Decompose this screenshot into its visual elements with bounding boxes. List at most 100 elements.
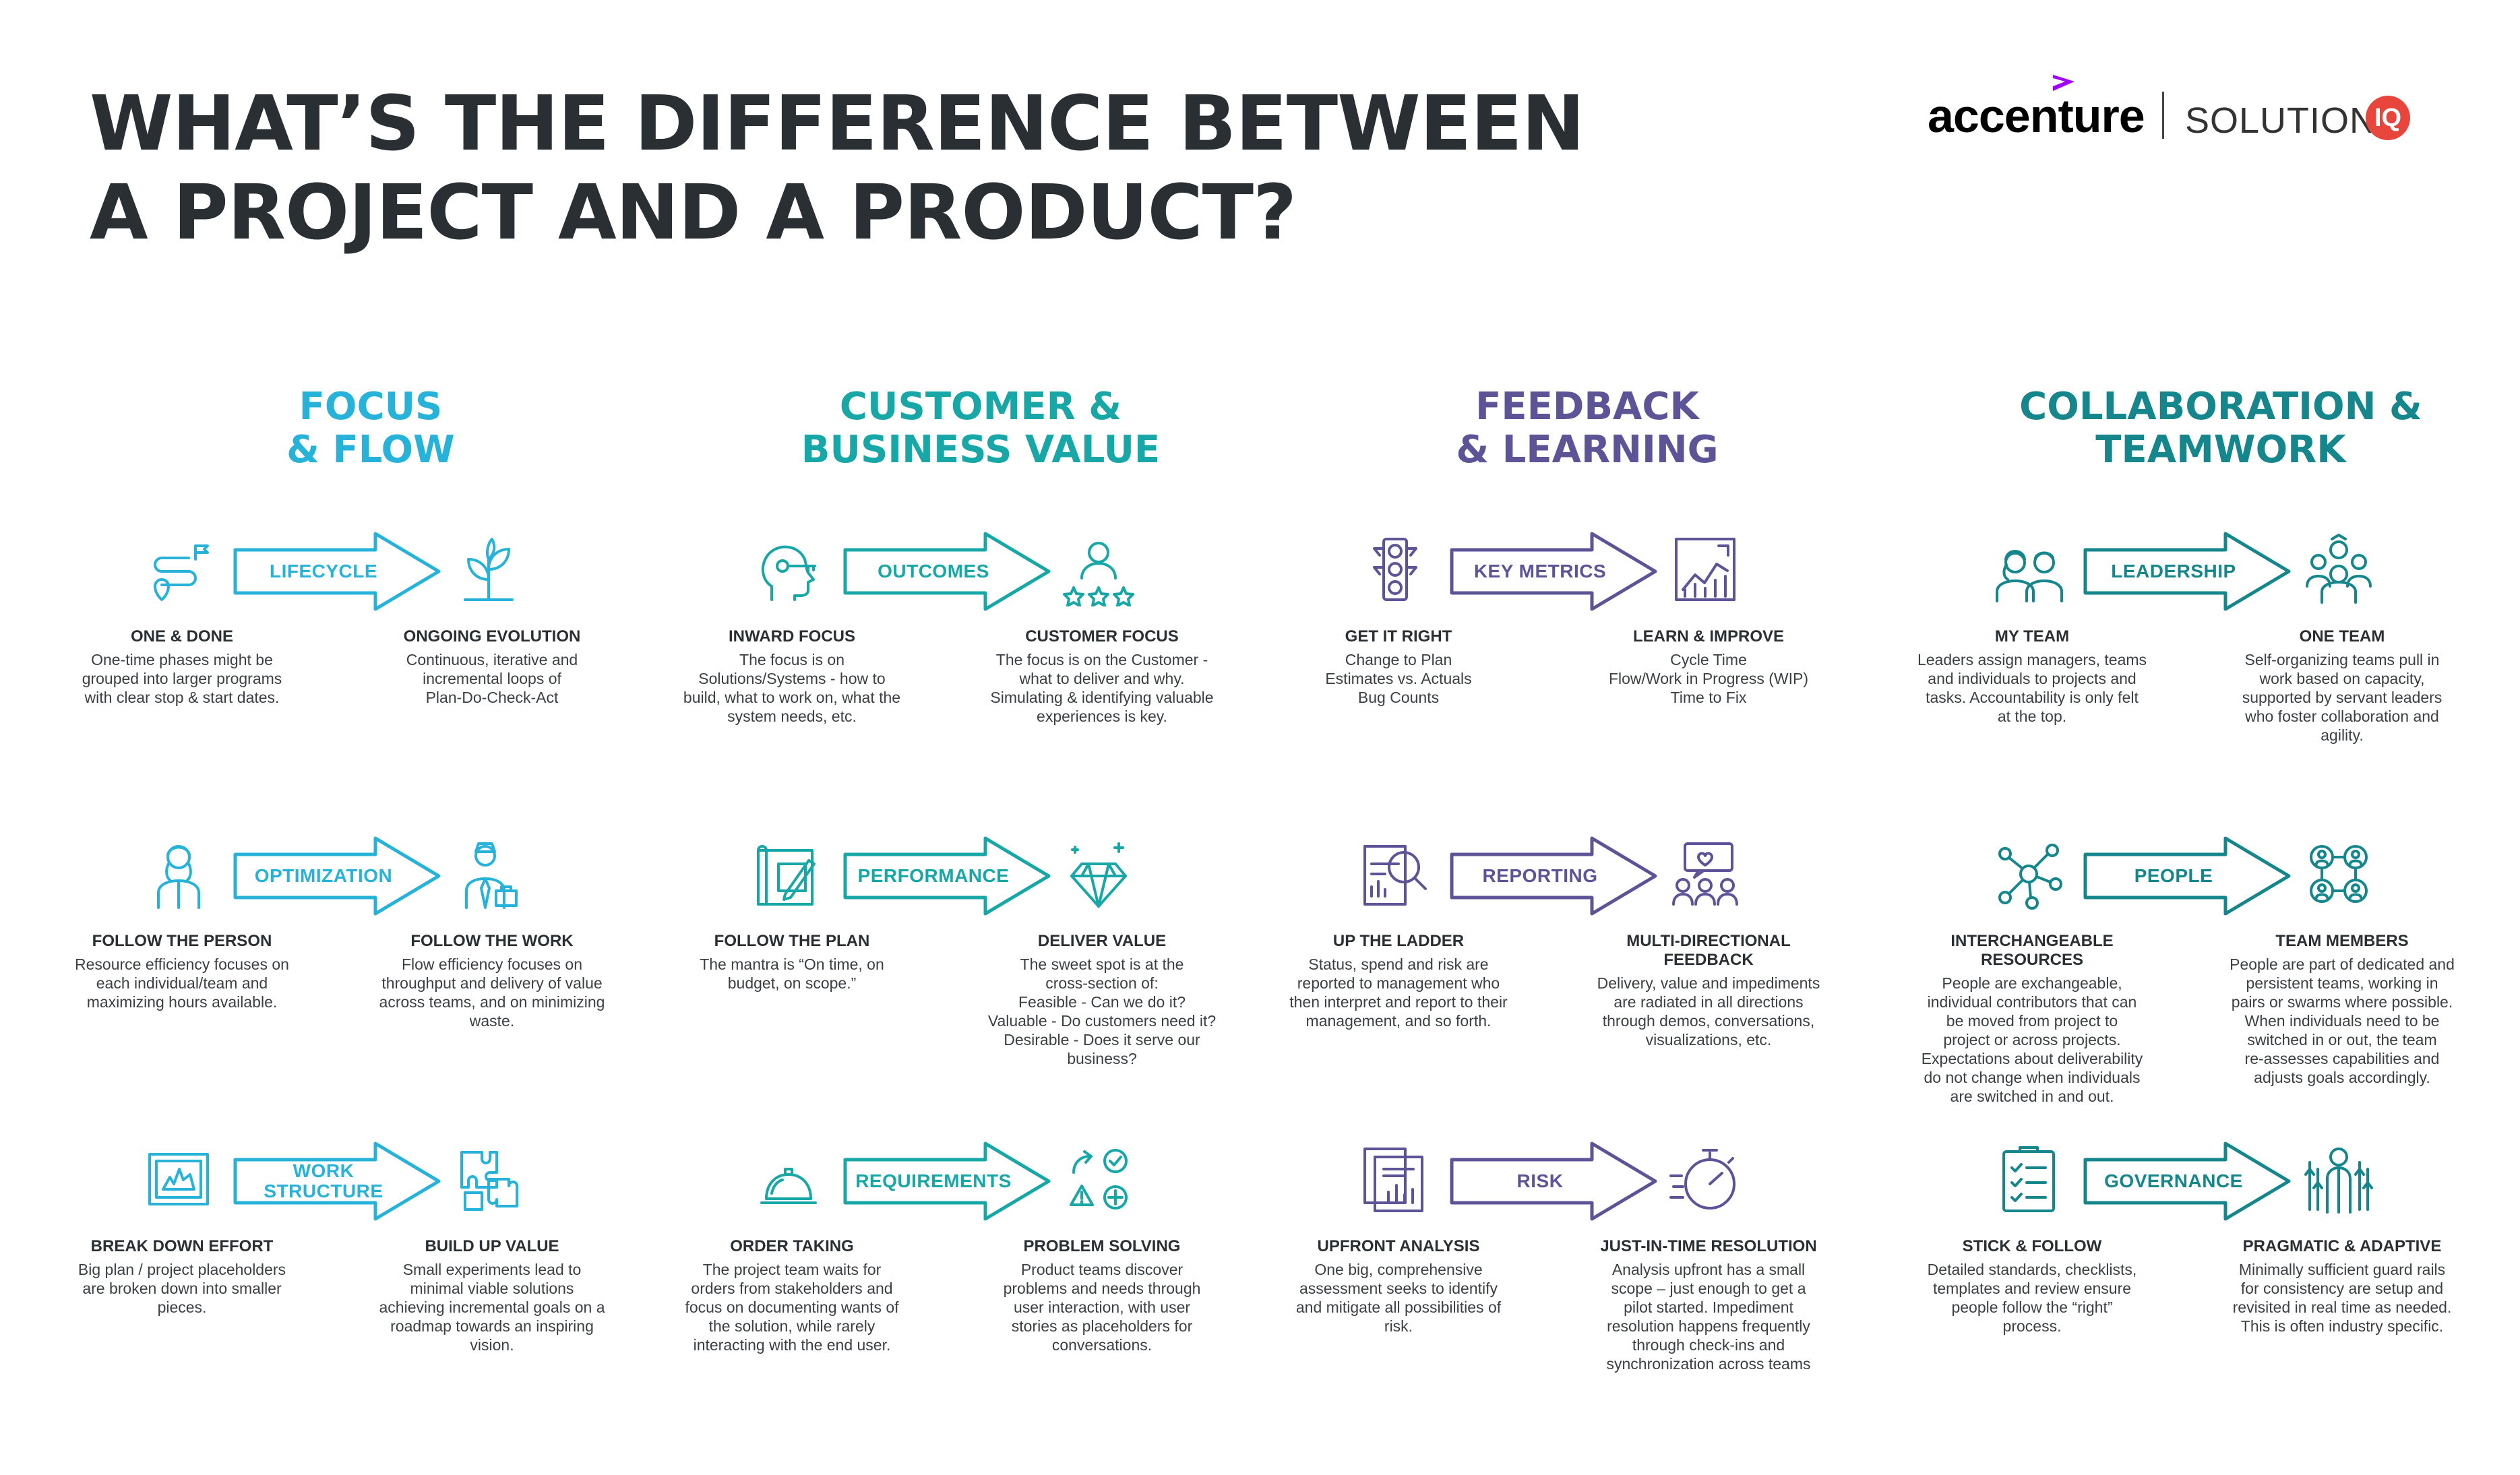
blueprint-icon (751, 837, 826, 911)
right-description-text: Continuous, iterative and incremental lo… (406, 651, 578, 706)
iq-badge: IQ (2366, 96, 2410, 140)
right-description-title: CUSTOMER FOCUS (1025, 627, 1179, 646)
arrow-work-structure: WORK STRUCTURE (233, 1141, 441, 1222)
column-heading-feedback-learning: FEEDBACK & LEARNING (1318, 385, 1857, 472)
column-heading-line-1: FOCUS (299, 385, 443, 429)
arrow-label: WORK STRUCTURE (264, 1160, 383, 1201)
arrow-label: KEY METRICS (1473, 561, 1607, 582)
title-line-1: WHAT’S THE DIFFERENCE BETWEEN (90, 80, 1585, 168)
left-description-text: The focus is on Solutions/Systems - how … (683, 651, 901, 725)
right-description: TEAM MEMBERS People are part of dedicated… (2201, 932, 2484, 1087)
right-description-title: FOLLOW THE WORK (410, 932, 574, 950)
column-heading-line-2: & LEARNING (1456, 428, 1719, 472)
left-description: ORDER TAKING The project team waits for o… (650, 1237, 933, 1354)
column-heading-line-2: BUSINESS VALUE (801, 428, 1161, 472)
customer-rating-icon (1062, 532, 1136, 607)
column-heading-line-1: CUSTOMER & (839, 385, 1122, 429)
right-description: PROBLEM SOLVING Product teams discover pr… (960, 1237, 1243, 1354)
arrow-lifecycle: LIFECYCLE (233, 531, 441, 612)
right-description-text: Self-organizing teams pull in work based… (2242, 651, 2442, 744)
left-description-title: UP THE LADDER (1332, 932, 1465, 950)
right-description-title: PRAGMATIC & ADAPTIVE (2242, 1237, 2442, 1255)
arrow-performance: PERFORMANCE (842, 836, 1051, 916)
left-description: UP THE LADDER Status, spend and risk are … (1257, 932, 1540, 1030)
right-description-text: Analysis upfront has a small scope – jus… (1606, 1261, 1811, 1373)
growth-chart-icon (1668, 532, 1742, 606)
adaptive-person-icon (2302, 1142, 2376, 1216)
stopwatch-icon (1668, 1142, 1742, 1216)
left-description-title: GET IT RIGHT (1345, 627, 1452, 646)
right-description-title: JUST-IN-TIME RESOLUTION (1600, 1237, 1817, 1255)
right-description: BUILD UP VALUE Small experiments lead to … (350, 1237, 634, 1354)
puzzle-icon (452, 1142, 526, 1216)
team-group-icon (2302, 532, 2376, 606)
left-description: STICK & FOLLOW Detailed standards, checkl… (1891, 1237, 2174, 1336)
left-description: INWARD FOCUS The focus is on Solutions/Sy… (650, 627, 933, 726)
left-description-text: Detailed standards, checklists, template… (1927, 1261, 2137, 1335)
left-description-text: One-time phases might be grouped into la… (82, 651, 282, 706)
arrow-label: GOVERNANCE (2104, 1170, 2243, 1191)
right-description-text: People are part of dedicated and persist… (2230, 955, 2455, 1086)
right-description-text: Cycle Time Flow/Work in Progress (WIP) T… (1608, 651, 1809, 706)
left-description-text: People are exchangeable, individual cont… (1921, 974, 2143, 1105)
right-description: PRAGMATIC & ADAPTIVE Minimally sufficient… (2201, 1237, 2484, 1336)
network-nodes-icon (1992, 837, 2066, 911)
column-heading-customer-value: CUSTOMER & BUSINESS VALUE (711, 385, 1250, 472)
left-description: FOLLOW THE PLAN The mantra is “On time, o… (650, 932, 933, 993)
left-description-title: FOLLOW THE PLAN (714, 932, 870, 950)
report-magnifier-icon (1358, 837, 1432, 911)
right-description: ONGOING EVOLUTION Continuous, iterative a… (350, 627, 634, 707)
right-description-title: BUILD UP VALUE (425, 1237, 559, 1255)
left-description-title: ORDER TAKING (730, 1237, 854, 1255)
right-description: DELIVER VALUE The sweet spot is at the cr… (960, 932, 1243, 1068)
left-description-title: ONE & DONE (130, 627, 233, 646)
right-description: MULTI-DIRECTIONAL FEEDBACK Delivery, valu… (1567, 932, 1850, 1049)
broken-frame-icon (142, 1142, 216, 1216)
right-description-title: TEAM MEMBERS (2275, 932, 2409, 950)
logo-divider (2162, 92, 2164, 139)
right-description-text: Flow efficiency focuses on throughput an… (379, 955, 605, 1030)
column-heading-line-2: TEAMWORK (2095, 428, 2346, 472)
right-description: LEARN & IMPROVE Cycle Time Flow/Work in P… (1567, 627, 1850, 707)
right-description-title: MULTI-DIRECTIONAL FEEDBACK (1626, 932, 1791, 969)
left-description-title: STICK & FOLLOW (1962, 1237, 2102, 1255)
roadmap-icon (142, 532, 216, 606)
page-title: WHAT’S THE DIFFERENCE BETWEEN A PROJECT … (90, 80, 1585, 257)
left-description-text: Change to Plan Estimates vs. Actuals Bug… (1325, 651, 1472, 706)
left-description-text: The mantra is “On time, on budget, on sc… (700, 955, 884, 992)
group-feedback-icon (1668, 837, 1742, 911)
arrow-people: PEOPLE (2083, 836, 2292, 916)
right-description-title: LEARN & IMPROVE (1632, 627, 1784, 646)
head-key-icon (751, 532, 826, 606)
accenture-solutions-iq-logo: accenture SOLUTIONS IQ (1928, 73, 2440, 147)
left-description-text: Status, spend and risk are reported to m… (1289, 955, 1508, 1030)
solutions-wordmark: SOLUTIONS (2185, 100, 2402, 141)
left-description-text: The project team waits for orders from s… (685, 1261, 899, 1354)
right-description-text: Small experiments lead to minimal viable… (379, 1261, 605, 1354)
left-description-text: Resource efficiency focuses on each indi… (75, 955, 289, 1011)
arrow-reporting: REPORTING (1449, 836, 1658, 916)
arrow-requirements: REQUIREMENTS (842, 1141, 1051, 1222)
arrow-leadership: LEADERSHIP (2083, 531, 2292, 612)
left-description: ONE & DONE One-time phases might be group… (40, 627, 324, 707)
arrow-label: OUTCOMES (878, 561, 989, 582)
left-description: BREAK DOWN EFFORT Big plan / project plac… (40, 1237, 324, 1317)
right-description-title: DELIVER VALUE (1037, 932, 1167, 950)
right-description: JUST-IN-TIME RESOLUTION Analysis upfront … (1567, 1237, 1850, 1373)
column-heading-line-2: & FLOW (286, 428, 455, 472)
left-description: INTERCHANGEABLE RESOURCES People are exch… (1891, 932, 2174, 1106)
arrow-governance: GOVERNANCE (2083, 1141, 2292, 1222)
diamond-icon (1062, 837, 1136, 911)
left-description-text: One big, comprehensive assessment seeks … (1295, 1261, 1502, 1335)
checklist-icon (1992, 1142, 2066, 1216)
arrow-label: PEOPLE (2134, 865, 2213, 886)
accenture-caret-icon (2053, 75, 2075, 91)
left-description: GET IT RIGHT Change to Plan Estimates vs.… (1257, 627, 1540, 707)
right-description: FOLLOW THE WORK Flow efficiency focuses o… (350, 932, 634, 1030)
right-description: CUSTOMER FOCUS The focus is on the Custom… (960, 627, 1243, 726)
left-description: UPFRONT ANALYSIS One big, comprehensive a… (1257, 1237, 1540, 1336)
arrow-label: OPTIMIZATION (254, 865, 393, 886)
right-description-text: Product teams discover problems and need… (1003, 1261, 1201, 1354)
arrow-label: REPORTING (1482, 865, 1598, 886)
column-heading-collaboration-teamwork: COLLABORATION & TEAMWORK (1951, 385, 2490, 472)
